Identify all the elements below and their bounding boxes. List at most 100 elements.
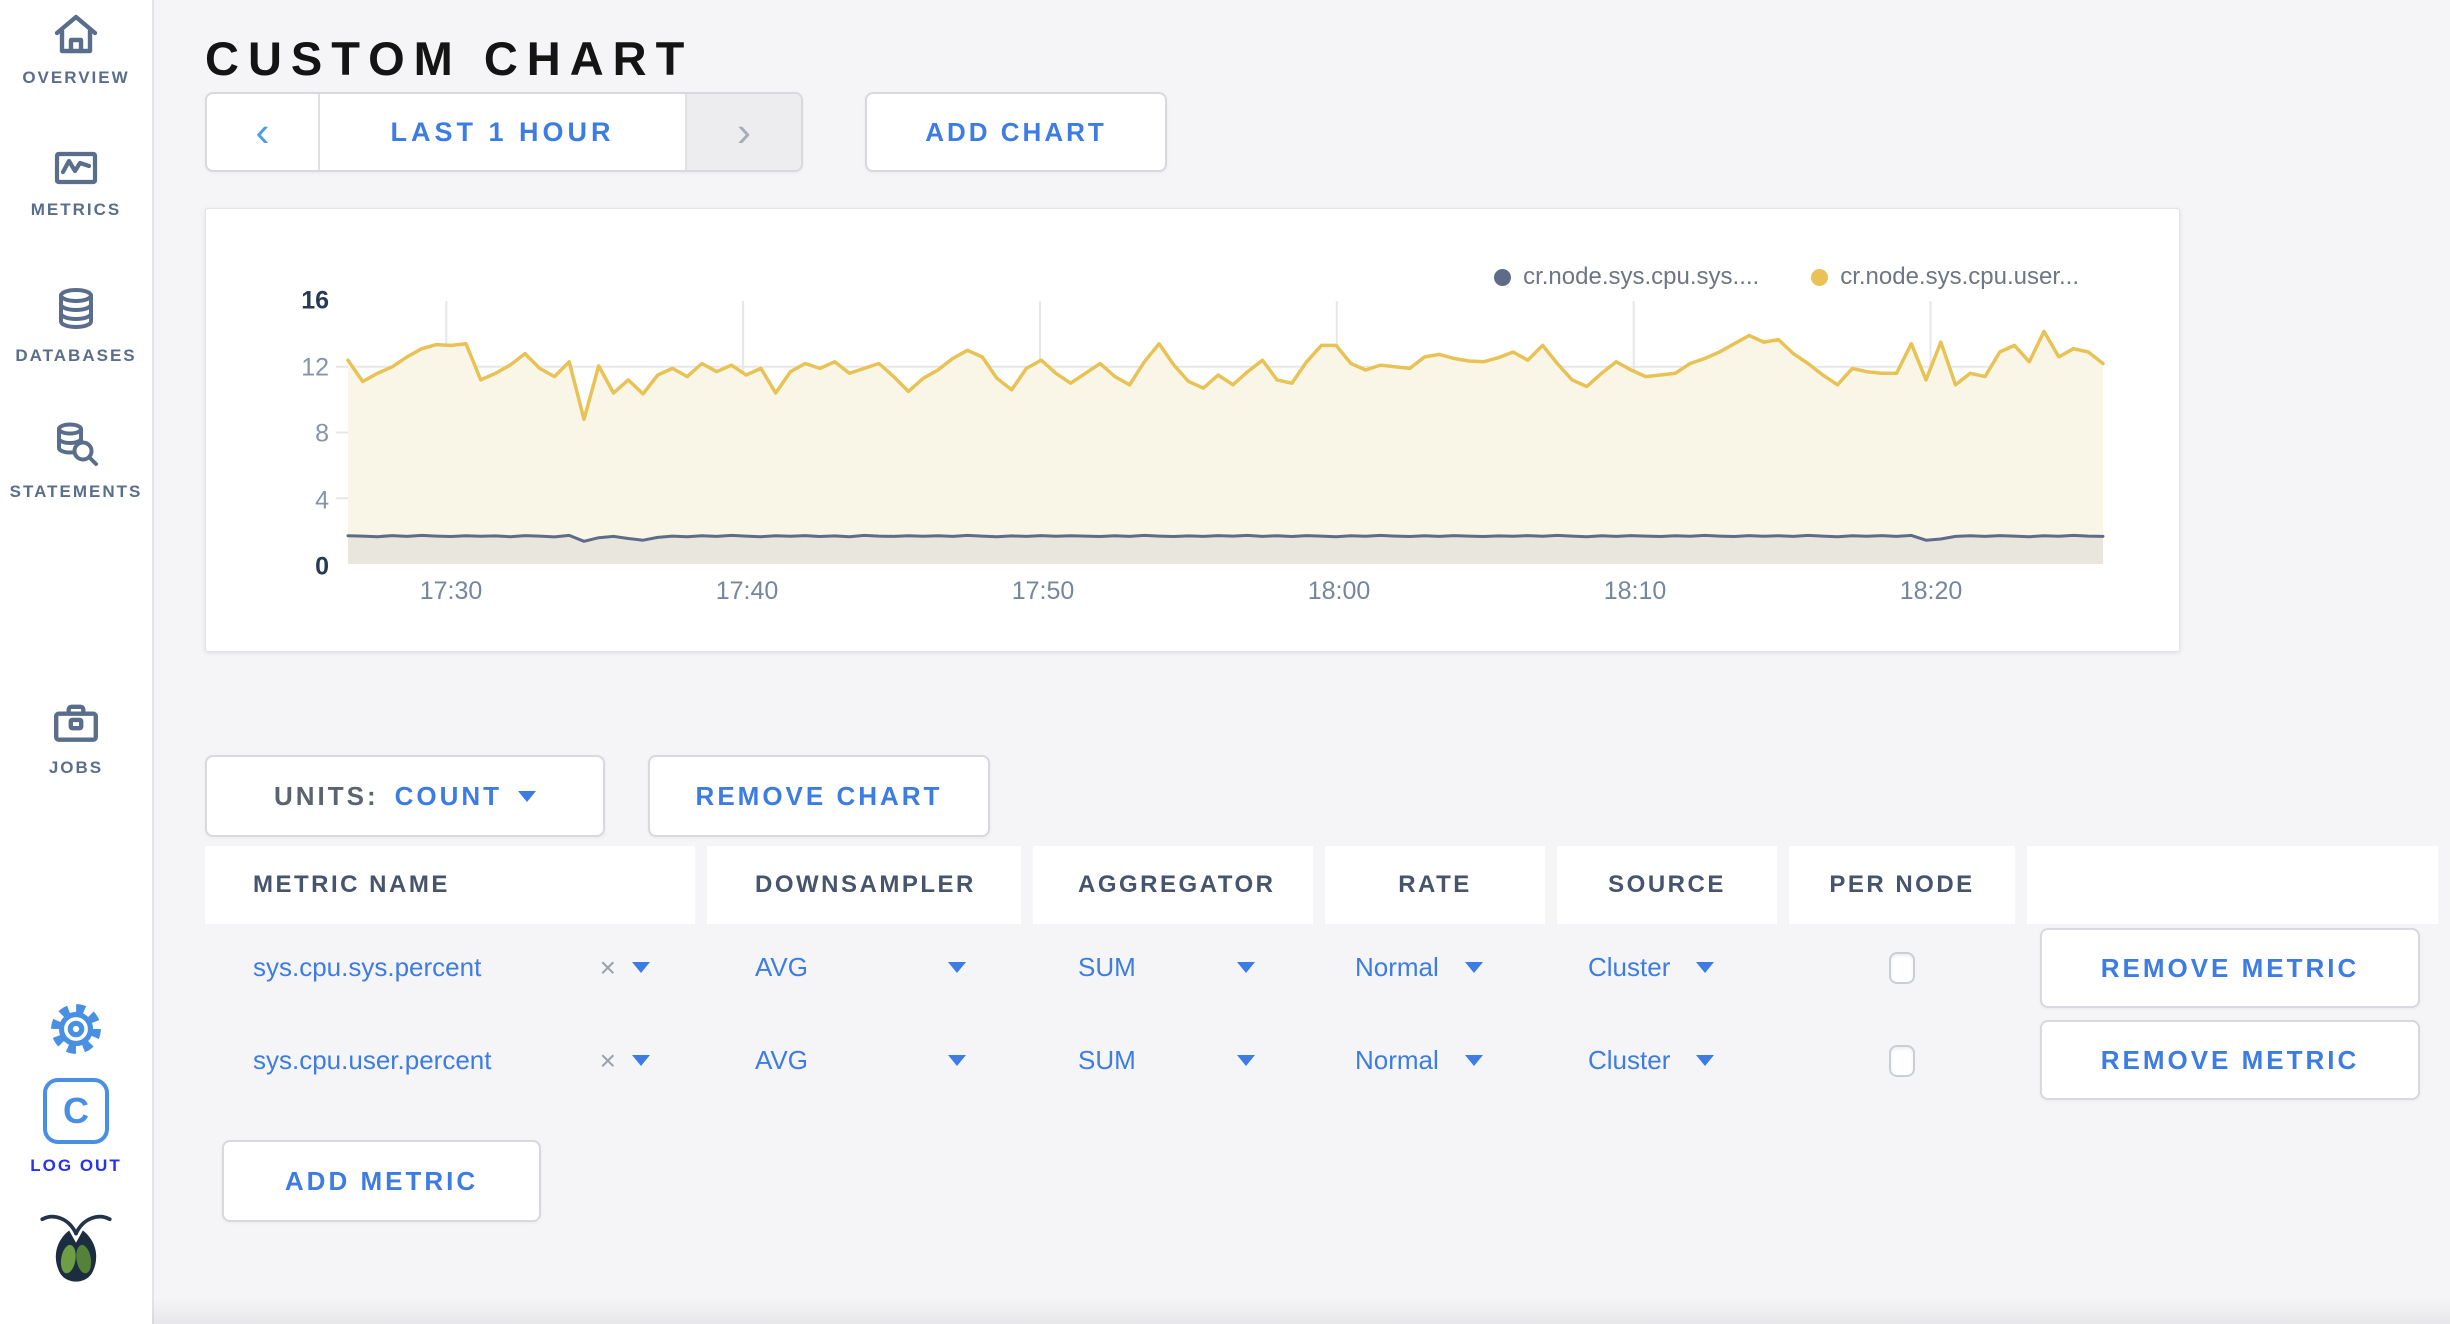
per-node-cell: [1789, 925, 2015, 1010]
x-axis-tick: 18:00: [1307, 577, 1371, 605]
units-value: COUNT: [394, 780, 503, 811]
source-value: Cluster: [1588, 1045, 1671, 1075]
rate-dropdown[interactable]: Normal: [1325, 925, 1545, 1010]
chevron-down-icon: [1696, 962, 1715, 973]
downsampler-value: AVG: [755, 1045, 808, 1075]
sidebar-item-metrics[interactable]: METRICS: [0, 148, 152, 220]
page-title: CUSTOM CHART: [205, 32, 694, 86]
chevron-down-icon: [1237, 1055, 1255, 1066]
x-axis-tick: 18:20: [1899, 577, 1963, 605]
per-node-checkbox[interactable]: [1889, 951, 1915, 984]
aggregator-dropdown[interactable]: SUM: [1033, 925, 1313, 1010]
sidebar-item-label: METRICS: [30, 200, 122, 219]
settings-button[interactable]: [0, 1000, 152, 1058]
metrics-icon: [54, 151, 98, 185]
chevron-down-icon: [948, 1055, 966, 1066]
rate-value: Normal: [1355, 1045, 1439, 1075]
statements-icon: [57, 422, 98, 466]
time-next-button[interactable]: ›: [685, 94, 801, 170]
chevron-down-icon[interactable]: [632, 1055, 650, 1066]
chevron-down-icon: [1237, 962, 1255, 973]
chevron-down-icon: [518, 790, 537, 802]
sidebar-item-label: OVERVIEW: [22, 68, 130, 87]
legend-item-user-cpu[interactable]: cr.node.sys.cpu.user...: [1811, 263, 2079, 291]
cockroachdb-logo: [0, 1210, 152, 1298]
column-header-aggregator: AGGREGATOR: [1033, 846, 1313, 924]
metric-name-dropdown[interactable]: sys.cpu.sys.percent ×: [205, 925, 695, 1010]
aggregator-value: SUM: [1078, 1045, 1136, 1075]
remove-metric-button[interactable]: REMOVE METRIC: [2040, 1020, 2420, 1100]
rate-dropdown[interactable]: Normal: [1325, 1018, 1545, 1103]
legend-item-sys-cpu[interactable]: cr.node.sys.cpu.sys....: [1494, 263, 1759, 291]
chevron-down-icon: [948, 962, 966, 973]
sidebar-item-label: STATEMENTS: [9, 482, 143, 501]
sidebar-item-jobs[interactable]: JOBS: [0, 700, 152, 778]
database-icon: [59, 288, 93, 329]
legend-label: cr.node.sys.cpu.user...: [1840, 263, 2079, 290]
column-header-actions: [2027, 846, 2438, 924]
chevron-down-icon: [1464, 1055, 1483, 1066]
rate-value: Normal: [1355, 952, 1439, 982]
aggregator-value: SUM: [1078, 952, 1136, 982]
column-header-metric-name: METRIC NAME: [205, 846, 695, 924]
chevron-down-icon: [1464, 962, 1483, 973]
metric-name-value: sys.cpu.user.percent: [253, 1045, 492, 1075]
x-axis-tick: 17:50: [1011, 577, 1075, 605]
legend-label: cr.node.sys.cpu.sys....: [1523, 263, 1760, 290]
sidebar-item-label: JOBS: [48, 758, 104, 777]
remove-chart-button[interactable]: REMOVE CHART: [648, 755, 990, 837]
legend-dot-icon: [1494, 268, 1512, 286]
sidebar-item-label: DATABASES: [15, 346, 137, 365]
column-header-downsampler: DOWNSAMPLER: [707, 846, 1021, 924]
home-icon: [54, 14, 98, 54]
units-dropdown[interactable]: UNITS: COUNT: [205, 755, 605, 837]
y-axis-tick: 0: [315, 552, 329, 581]
downsampler-dropdown[interactable]: AVG: [707, 1018, 1021, 1103]
source-dropdown[interactable]: Cluster: [1557, 925, 1777, 1010]
sidebar: OVERVIEW METRICS DATABASES: [0, 0, 154, 1324]
x-axis-tick: 17:30: [419, 577, 483, 605]
column-header-rate: RATE: [1325, 846, 1545, 924]
aggregator-dropdown[interactable]: SUM: [1033, 1018, 1313, 1103]
downsampler-value: AVG: [755, 952, 808, 982]
downsampler-dropdown[interactable]: AVG: [707, 925, 1021, 1010]
sidebar-item-overview[interactable]: OVERVIEW: [0, 12, 152, 88]
clear-icon[interactable]: ×: [599, 951, 616, 983]
gear-icon: [51, 1004, 101, 1054]
time-prev-button[interactable]: ‹: [207, 94, 320, 170]
bottom-shadow: [152, 1298, 2450, 1324]
chart-legend: cr.node.sys.cpu.sys.... cr.node.sys.cpu.…: [1494, 263, 2079, 291]
metric-name-value: sys.cpu.sys.percent: [253, 952, 482, 982]
cpu-usage-chart: [336, 301, 2105, 564]
metric-name-dropdown[interactable]: sys.cpu.user.percent ×: [205, 1018, 695, 1103]
chevron-right-icon: ›: [737, 108, 751, 155]
chevron-down-icon: [1696, 1055, 1715, 1066]
remove-metric-button[interactable]: REMOVE METRIC: [2040, 928, 2420, 1008]
per-node-checkbox[interactable]: [1889, 1044, 1915, 1077]
clear-icon[interactable]: ×: [599, 1044, 616, 1076]
y-axis-tick: 4: [315, 486, 329, 515]
chart-card: cr.node.sys.cpu.sys.... cr.node.sys.cpu.…: [205, 208, 2180, 652]
chevron-left-icon: ‹: [255, 108, 270, 155]
y-axis-tick: 8: [315, 419, 329, 448]
cockroachdb-bug-icon: [40, 1214, 112, 1282]
y-axis-tick: 16: [301, 286, 329, 315]
briefcase-icon: [54, 704, 98, 742]
sidebar-item-statements[interactable]: STATEMENTS: [0, 420, 152, 502]
chevron-down-icon[interactable]: [632, 962, 650, 973]
legend-dot-icon: [1811, 268, 1829, 286]
sidebar-item-databases[interactable]: DATABASES: [0, 286, 152, 366]
column-header-per-node: PER NODE: [1789, 846, 2015, 924]
logout-button[interactable]: C LOG OUT: [0, 1078, 152, 1176]
add-metric-button[interactable]: ADD METRIC: [222, 1140, 541, 1222]
add-chart-button[interactable]: ADD CHART: [865, 92, 1167, 172]
column-header-source: SOURCE: [1557, 846, 1777, 924]
time-range-label[interactable]: LAST 1 HOUR: [390, 116, 615, 147]
source-dropdown[interactable]: Cluster: [1557, 1018, 1777, 1103]
units-label: UNITS:: [273, 780, 379, 811]
per-node-cell: [1789, 1018, 2015, 1103]
time-range-selector: ‹ LAST 1 HOUR ›: [205, 92, 803, 172]
x-axis-tick: 17:40: [715, 577, 779, 605]
logout-label: LOG OUT: [30, 1156, 122, 1175]
